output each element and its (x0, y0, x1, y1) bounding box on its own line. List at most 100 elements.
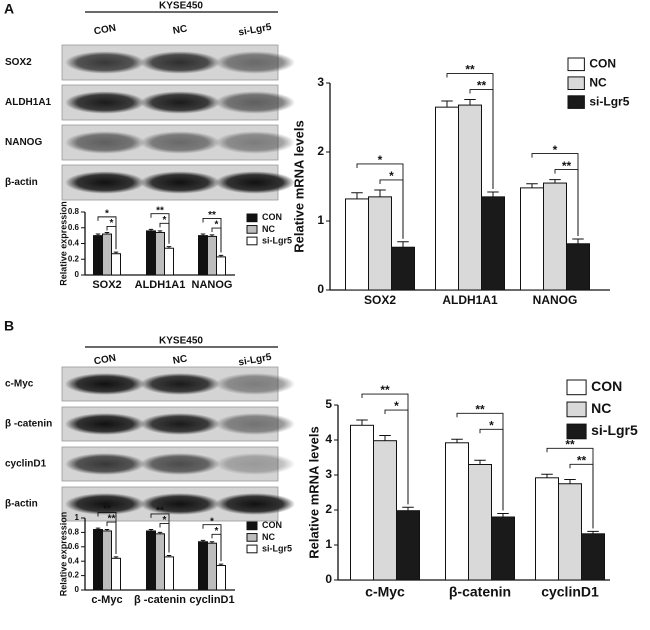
error-bar (487, 191, 499, 197)
error-bar (572, 238, 584, 244)
error-bar (397, 241, 409, 248)
y-axis-title: Relative mRNA levels (291, 120, 306, 252)
x-tick-label: cyclinD1 (189, 594, 234, 606)
significance-label: ** (208, 210, 216, 221)
bar (520, 187, 544, 291)
bar (481, 196, 505, 291)
error-bar (200, 233, 206, 236)
lane-label: si-Lgr5 (238, 352, 273, 369)
band (65, 413, 145, 435)
bar (155, 533, 165, 591)
band (215, 493, 295, 515)
y-tick-label: 2 (317, 144, 324, 158)
row-label: cyclinD1 (5, 459, 47, 470)
error-bar (166, 554, 172, 557)
bar (345, 198, 369, 291)
significance-label: * (163, 515, 167, 526)
error-bar (113, 556, 119, 559)
y-tick-label: 0.4 (68, 239, 80, 248)
bar (491, 516, 515, 581)
significance-label: ** (562, 159, 572, 173)
error-bar (402, 506, 414, 511)
error-bar (474, 459, 486, 465)
band (215, 51, 295, 74)
x-tick-label: cyclinD1 (541, 583, 599, 599)
band (65, 453, 145, 475)
y-tick-label: 0.8 (68, 528, 80, 537)
significance-label: ** (577, 453, 587, 467)
bar (468, 464, 492, 581)
lane-label: NC (172, 353, 188, 366)
bar (368, 196, 392, 291)
y-tick-label: 4 (325, 432, 332, 446)
cell-line: KYSE450 (159, 336, 203, 347)
bar (102, 233, 112, 276)
band (215, 171, 295, 194)
y-tick-label: 0.4 (68, 556, 80, 565)
error-bar (356, 419, 368, 426)
x-tick-label: NANOG (533, 293, 578, 307)
y-tick-label: 0 (75, 585, 80, 594)
significance-label: * (215, 526, 219, 537)
error-bar (218, 563, 224, 566)
y-tick-label: 1 (75, 513, 80, 522)
y-tick-label: 5 (325, 397, 332, 411)
error-bar (209, 234, 215, 237)
error-bar (451, 438, 463, 443)
significance-label: * (553, 143, 558, 157)
significance-label: * (163, 215, 167, 226)
bar (558, 483, 582, 581)
error-bar (209, 541, 215, 544)
legend-swatch (566, 401, 587, 418)
band (215, 373, 295, 395)
significance-bracket (379, 179, 404, 239)
band (65, 51, 145, 74)
y-axis-title: Relative expression (58, 512, 68, 597)
significance-bracket (554, 169, 579, 236)
y-tick-label: 0 (75, 270, 80, 279)
y-tick-label: 0 (325, 572, 332, 586)
row-label: β -catenin (5, 419, 52, 430)
x-tick-label: ALDH1A1 (135, 279, 186, 291)
significance-bracket (569, 463, 594, 529)
error-bar (497, 513, 509, 517)
band (140, 171, 220, 194)
error-bar (157, 230, 163, 233)
band (140, 373, 220, 395)
x-tick-label: SOX2 (92, 279, 121, 291)
legend-label: si-Lgr5 (591, 422, 638, 438)
legend-label: NC (589, 75, 607, 89)
legend-label: si-Lgr5 (262, 543, 292, 553)
row-label: β-actin (5, 177, 38, 188)
x-tick-label: c-Myc (91, 594, 122, 606)
significance-bracket (469, 89, 494, 190)
significance-bracket (106, 521, 117, 554)
band (65, 91, 145, 114)
bar (216, 565, 226, 591)
y-tick-label: 0.8 (68, 207, 80, 216)
x-tick-label: NANOG (192, 279, 233, 291)
legend-label: CON (262, 520, 282, 530)
significance-label: * (105, 209, 109, 220)
significance-label: ** (465, 63, 475, 77)
legend-label: si-Lgr5 (589, 94, 629, 108)
significance-label: * (394, 399, 399, 413)
y-tick-label: 1 (317, 213, 324, 227)
x-tick-label: β -catenin (134, 594, 186, 606)
x-tick-label: c-Myc (365, 583, 405, 599)
bar (396, 510, 420, 581)
legend-swatch (567, 76, 585, 91)
x-tick-label: β-catenin (449, 583, 511, 599)
y-tick-label: 1 (325, 537, 332, 551)
row-label: c-Myc (5, 379, 34, 390)
y-tick-label: 2 (325, 502, 332, 516)
bar (581, 533, 605, 581)
legend-label: NC (262, 532, 275, 542)
significance-label: * (215, 220, 219, 231)
band (215, 413, 295, 435)
bar (566, 243, 590, 291)
legend-swatch (246, 213, 258, 223)
bar (543, 182, 567, 291)
error-bar (113, 251, 119, 254)
